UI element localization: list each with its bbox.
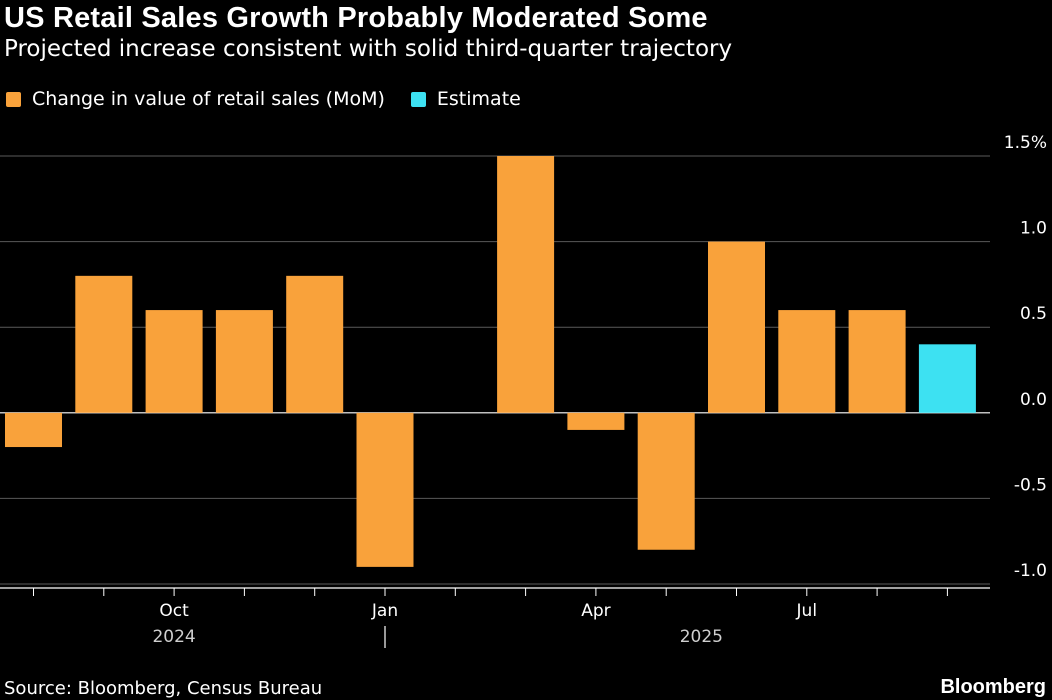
bar-actual <box>497 156 555 413</box>
bars <box>5 156 976 567</box>
bar-actual <box>778 310 836 413</box>
x-tick-label: Apr <box>581 601 610 621</box>
chart-title: US Retail Sales Growth Probably Moderate… <box>4 2 708 34</box>
legend-label-actual: Change in value of retail sales (MoM) <box>32 88 385 110</box>
bar-actual <box>356 412 414 567</box>
y-tick-label: -0.5 <box>1014 475 1047 495</box>
x-year-label: 2025 <box>680 627 723 647</box>
bar-chart: 1.5% 1.0 0.5 0.0 -0.5 -1.0 Oct Jan Apr Jul 2024 202… <box>0 133 1047 648</box>
y-tick-label: 0.5 <box>1020 304 1047 324</box>
legend-label-estimate: Estimate <box>436 88 521 110</box>
bar-actual <box>637 412 695 550</box>
y-tick-label: 1.5% <box>1004 133 1047 153</box>
axis-labels: 1.5% 1.0 0.5 0.0 -0.5 -1.0 Oct Jan Apr Jul 2024 202… <box>152 133 1047 647</box>
legend-item-estimate: Estimate <box>410 88 521 110</box>
source-note: Source: Bloomberg, Census Bureau <box>4 678 323 699</box>
bar-actual <box>286 275 344 413</box>
chart-legend: Change in value of retail sales (MoM) Es… <box>6 86 547 112</box>
legend-swatch-actual <box>6 91 21 107</box>
chart-subtitle: Projected increase consistent with solid… <box>4 36 733 62</box>
x-tick-label: Oct <box>159 601 189 621</box>
bar-actual <box>145 310 203 413</box>
bar-actual <box>215 310 273 413</box>
y-tick-label: -1.0 <box>1014 561 1047 581</box>
bar-actual <box>75 275 133 413</box>
x-axis <box>0 587 990 648</box>
brand-logo: Bloomberg <box>940 676 1046 698</box>
bar-actual <box>848 310 906 413</box>
bar-estimate <box>918 344 976 413</box>
y-tick-label: 1.0 <box>1020 219 1047 239</box>
y-tick-label: 0.0 <box>1020 390 1047 410</box>
x-tick-label: Jan <box>371 601 398 621</box>
legend-swatch-estimate <box>410 91 426 107</box>
bar-actual <box>708 241 765 413</box>
bar-actual <box>5 412 62 448</box>
x-year-label: 2024 <box>152 627 195 647</box>
legend-item-actual: Change in value of retail sales (MoM) <box>6 88 385 110</box>
x-tick-label: Jul <box>796 601 818 621</box>
bar-actual <box>567 412 625 430</box>
